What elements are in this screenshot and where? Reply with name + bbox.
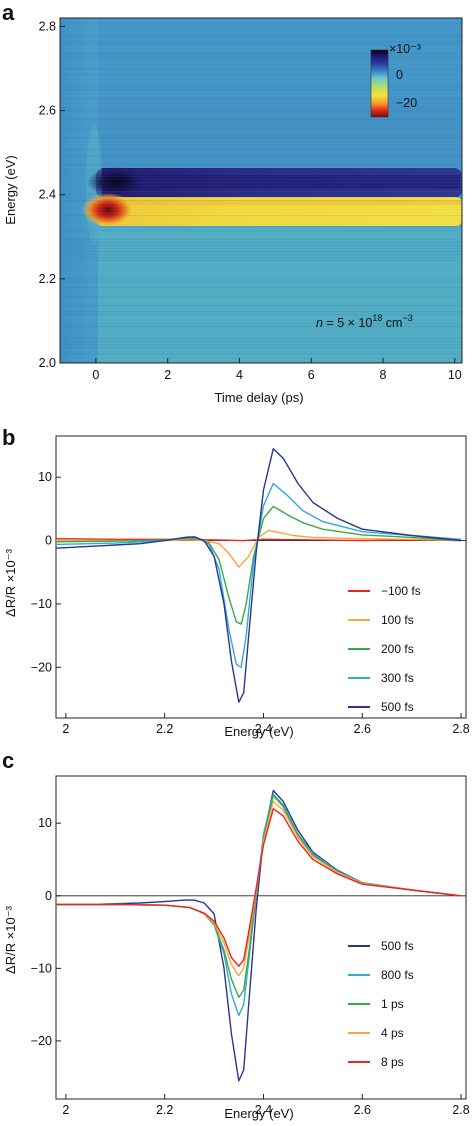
density-annotation: n = 5 × 1018 cm−3 [316, 313, 413, 330]
xtick-label: 2.8 [452, 722, 469, 736]
ytick-label: 10 [38, 470, 52, 484]
ytick-label: 0 [45, 889, 52, 903]
panel-b-label: b [2, 425, 15, 450]
colorbar-tick-1: −20 [396, 96, 417, 110]
colorbar-gradient [370, 49, 389, 118]
legend-label-0: 500 fs [381, 939, 414, 953]
panel-a-frame [59, 17, 463, 364]
legend-label-3: 4 ps [381, 1026, 404, 1040]
legend-label-3: 300 fs [381, 671, 414, 685]
ytick-label: 10 [38, 816, 52, 830]
panel-c-ylabel: ΔR/R ×10⁻³ [3, 905, 18, 974]
panel-a-xlabel: Time delay (ps) [214, 390, 303, 405]
ytick-label: −10 [31, 597, 52, 611]
legend-label-1: 800 fs [381, 968, 414, 982]
xtick-label: 2 [62, 722, 69, 736]
panel-c-label: c [2, 748, 14, 773]
panel-b-xlabel: Energy (eV) [224, 724, 293, 739]
xtick-label: 2.4 [255, 722, 272, 736]
xtick-label: 2.2 [156, 722, 173, 736]
panel-a-label: a [2, 0, 15, 25]
xtick-label: 2.6 [354, 1103, 371, 1117]
panel-c-plot: 2 2.2 2.4 2.6 2.8 −20 −10 0 10 500 fs 800 fs 1 ps 4 … [31, 775, 470, 1117]
colorbar-tick-0: 0 [396, 68, 403, 82]
xtick-label: 2.8 [452, 1103, 469, 1117]
heatmap-noise-stripes [60, 20, 462, 361]
series-line-2 [55, 505, 462, 625]
xtick-label: 2.4 [255, 1103, 272, 1117]
panel-a-xtick-label: 10 [448, 368, 462, 382]
ytick-label: −20 [31, 1034, 52, 1048]
xtick-label: 2.6 [354, 722, 371, 736]
panel-a-ylabel: Energy (eV) [3, 155, 18, 224]
panel-a-ytick-label: 2.2 [39, 272, 56, 286]
panel-a-xtick-label: 8 [380, 368, 387, 382]
panel-b-plot: 2 2.2 2.4 2.6 2.8 −20 −10 0 10 −100 fs 100 fs 200 f… [31, 435, 470, 736]
colorbar-unit: ×10⁻³ [389, 42, 421, 56]
panel-a-xtick-label: 0 [92, 368, 99, 382]
panel-a-xtick-label: 6 [308, 368, 315, 382]
legend-label-0: −100 fs [381, 584, 421, 598]
ytick-label: −10 [31, 961, 52, 975]
colorbar: ×10⁻³ 0 −20 [370, 42, 421, 118]
panel-a-ytick-label: 2.0 [39, 356, 56, 370]
panel-b-ylabel: ΔR/R ×10⁻³ [3, 548, 18, 617]
panel-a-xtick-label: 2 [164, 368, 171, 382]
series-line-0 [55, 538, 462, 542]
xtick-label: 2 [62, 1103, 69, 1117]
plot-frame [55, 435, 467, 719]
legend-label-2: 1 ps [381, 997, 404, 1011]
panel-c-xlabel: Energy (eV) [224, 1106, 293, 1121]
panel-a-ytick-label: 2.8 [39, 19, 56, 33]
panel-a-ytick-label: 2.6 [39, 104, 56, 118]
series-line-1 [56, 529, 462, 568]
xtick-label: 2.2 [156, 1103, 173, 1117]
plot-frame [55, 775, 467, 1100]
panel-a-xtick-label: 4 [236, 368, 243, 382]
panel-a-heatmap [60, 18, 462, 363]
legend-label-1: 100 fs [381, 613, 414, 627]
series-line-4 [55, 448, 462, 703]
legend-label-4: 500 fs [381, 700, 414, 714]
series-line-0 [56, 789, 462, 1082]
ytick-label: 0 [45, 534, 52, 548]
series-line-4 [56, 808, 462, 967]
legend-label-4: 8 ps [381, 1055, 404, 1069]
panel-a-ytick-label: 2.4 [39, 188, 56, 202]
legend-label-2: 200 fs [381, 642, 414, 656]
panel-a-axes: 0 2 4 6 8 10 2.0 2.2 2.4 2.6 2.8 [39, 19, 462, 382]
ytick-label: −20 [31, 660, 52, 674]
